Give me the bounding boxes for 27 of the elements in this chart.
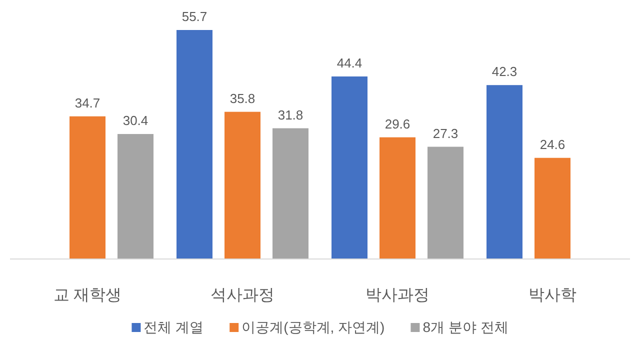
bar [272, 128, 308, 259]
bar [534, 158, 570, 259]
data-label: 42.3 [492, 64, 518, 80]
legend-label: 8개 분야 전체 [422, 319, 508, 335]
data-label: 44.4 [336, 55, 362, 70]
bar [380, 137, 416, 259]
x-tick-label: 교 재학생 [53, 287, 122, 304]
legend-label: 전체 계열 [144, 319, 204, 335]
bar [332, 76, 368, 259]
data-label: 31.8 [278, 107, 304, 122]
bar [224, 112, 260, 259]
data-label: 35.8 [230, 90, 256, 106]
x-tick-label: 박사과정 [366, 287, 430, 304]
data-label: 30.4 [122, 113, 148, 128]
x-tick-label: 석사과정 [210, 287, 274, 304]
data-label: 27.3 [432, 126, 458, 141]
data-label: 29.6 [384, 116, 410, 132]
bar [118, 134, 154, 259]
bar [486, 85, 522, 259]
bar [428, 146, 464, 259]
bar [70, 116, 106, 259]
data-label: 34.7 [74, 95, 100, 110]
legend-label: 이공계(공학계, 자연계) [242, 319, 385, 335]
data-label: 55.7 [182, 9, 208, 24]
x-tick-label: 박사학 [528, 287, 576, 304]
data-label: 24.6 [540, 136, 566, 152]
bar [176, 30, 212, 259]
